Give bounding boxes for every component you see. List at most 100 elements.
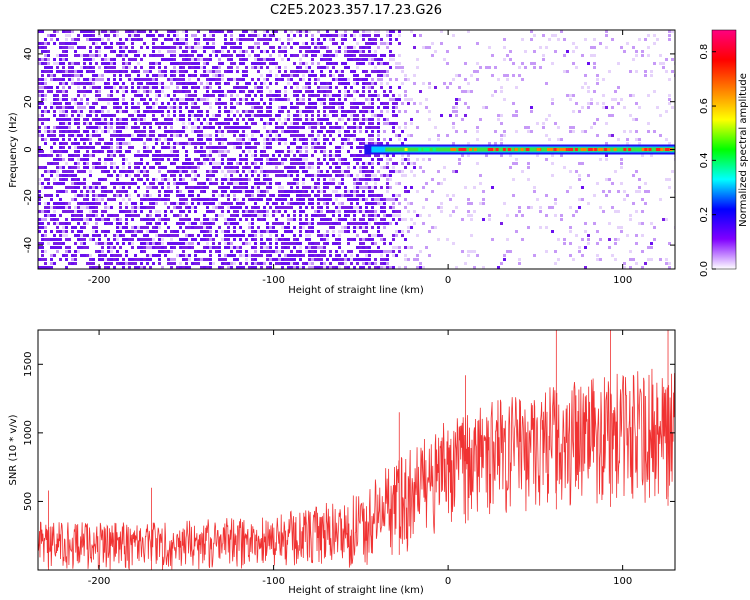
spectrogram-cell: [302, 178, 305, 181]
spectrogram-cell: [293, 258, 296, 261]
spectrogram-cell: [392, 218, 395, 221]
spectrogram-cell: [227, 158, 230, 161]
spectrogram-cell: [185, 34, 188, 37]
spectrogram-cell: [41, 150, 44, 153]
spectrogram-cell: [77, 74, 80, 77]
spectrogram-cell: [179, 142, 182, 145]
spectrogram-cell: [362, 146, 365, 149]
spectrogram-cell: [320, 54, 323, 57]
spectrogram-cell: [137, 126, 140, 129]
spectrogram-cell: [161, 82, 164, 85]
spectrogram-cell: [356, 42, 359, 45]
spectrogram-cell: [332, 74, 335, 77]
spectrogram-cell: [209, 78, 212, 81]
spectrogram-cell: [164, 118, 167, 121]
spectrogram-cell: [188, 62, 191, 65]
spectrogram-cell: [245, 70, 248, 73]
spectrogram-cell: [44, 186, 47, 189]
spectrogram-cell: [311, 166, 314, 169]
spectrogram-cell: [92, 126, 95, 129]
spectrogram-cell: [281, 194, 284, 197]
spectrogram-cell: [107, 262, 110, 265]
spectrogram-cell: [194, 74, 197, 77]
spectrogram-cell: [47, 110, 50, 113]
spectrogram-cell: [503, 46, 506, 49]
spectrogram-cell: [143, 90, 146, 93]
spectrogram-cell: [101, 198, 104, 201]
spectrogram-cell: [356, 50, 359, 53]
spectrogram-cell: [134, 78, 137, 81]
spectrogram-cell: [251, 162, 254, 165]
spectrogram-cell: [92, 210, 95, 213]
spectrogram-cell: [365, 82, 368, 85]
spectrogram-cell: [59, 258, 62, 261]
spectrogram-cell: [551, 230, 554, 233]
spectrogram-cell: [74, 250, 77, 253]
spectrogram-cell: [38, 194, 41, 197]
spectrogram-cell: [470, 250, 473, 253]
spectrogram-cell: [41, 174, 44, 177]
spectrogram-cell: [95, 54, 98, 57]
spectrogram-cell: [98, 234, 101, 237]
spectrogram-cell: [398, 34, 401, 37]
spectrogram-cell: [233, 178, 236, 181]
spectrogram-cell: [41, 42, 44, 45]
spectrogram-cell: [230, 98, 233, 101]
spectrogram-cell: [170, 38, 173, 41]
spectrogram-cell: [77, 206, 80, 209]
spectrogram-cell: [317, 66, 320, 69]
spectrogram-cell: [386, 102, 389, 105]
spectrogram-cell: [311, 42, 314, 45]
spectrogram-cell: [236, 178, 239, 181]
spectrogram-cell: [167, 250, 170, 253]
spectrogram-cell: [521, 238, 524, 241]
spectrogram-cell: [68, 238, 71, 241]
spectrogram-cell: [353, 178, 356, 181]
spectrogram-cell: [260, 182, 263, 185]
spectrogram-cell: [53, 238, 56, 241]
spectrogram-cell: [104, 254, 107, 257]
spectrogram-cell: [80, 138, 83, 141]
spectrogram-cell: [41, 74, 44, 77]
spectrogram-cell: [125, 122, 128, 125]
spectrogram-cell: [377, 158, 380, 161]
spectrogram-cell: [41, 242, 44, 245]
spectrogram-cell: [227, 114, 230, 117]
spectrogram-cell: [320, 266, 323, 269]
spectrogram-cell: [575, 102, 578, 105]
spectrogram-cell: [287, 266, 290, 269]
spectrogram-cell: [56, 246, 59, 249]
spectrogram-cell: [584, 82, 587, 85]
spectrogram-cell: [110, 254, 113, 257]
spectrogram-cell: [194, 94, 197, 97]
spectrogram-cell: [56, 218, 59, 221]
spectrogram-cell: [38, 82, 41, 85]
spectrogram-cell: [251, 246, 254, 249]
spectrogram-cell: [338, 234, 341, 237]
spectrogram-cell: [173, 130, 176, 133]
spectrogram-cell: [338, 210, 341, 213]
spectrogram-cell: [146, 82, 149, 85]
spectrogram-cell: [176, 266, 179, 269]
spectrogram-cell: [392, 162, 395, 165]
spectrogram-cell: [206, 230, 209, 233]
spectrogram-cell: [170, 230, 173, 233]
spectrogram-cell: [293, 158, 296, 161]
spectrogram-cell: [173, 258, 176, 261]
spectrogram-cell: [437, 238, 440, 241]
spectrogram-cell: [152, 42, 155, 45]
spectrogram-cell: [449, 82, 452, 85]
spectrogram-cell: [521, 38, 524, 41]
spectrogram-cell: [155, 150, 158, 153]
spectrogram-cell: [152, 226, 155, 229]
spectrogram-cell: [323, 234, 326, 237]
spectrogram-cell: [191, 66, 194, 69]
spectrogram-cell: [74, 102, 77, 105]
spectrogram-cell: [374, 202, 377, 205]
spectrogram-cell: [596, 82, 599, 85]
spectrogram-cell: [158, 150, 161, 153]
spectrogram-cell: [203, 86, 206, 89]
spectrogram-cell: [134, 38, 137, 41]
spectrogram-cell: [98, 254, 101, 257]
spectrogram-cell: [155, 214, 158, 217]
